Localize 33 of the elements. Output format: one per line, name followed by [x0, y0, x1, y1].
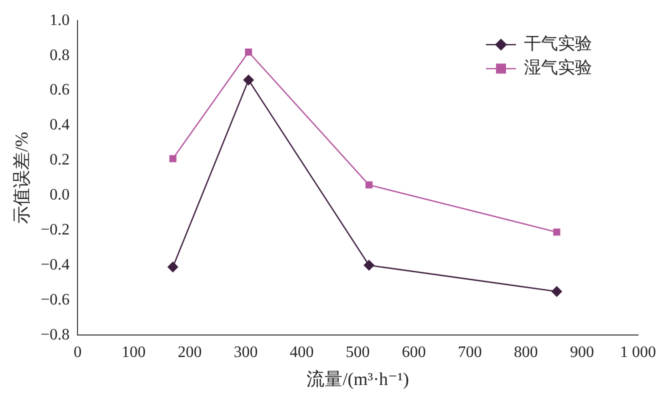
point [551, 286, 562, 298]
point [243, 74, 254, 86]
y-tick-label: −0.2 [40, 222, 70, 239]
y-tick-label: −0.8 [40, 326, 70, 344]
y-tick-label: 0.2 [50, 152, 70, 169]
point [169, 155, 176, 162]
x-tick-label: 200 [178, 344, 202, 362]
point [364, 260, 375, 271]
point [553, 228, 560, 236]
x-tick-label: 1 000 [620, 344, 656, 362]
y-tick-label: 1.0 [50, 12, 70, 29]
y-tick-label: −0.6 [40, 291, 70, 308]
y-tick-label: 0.4 [50, 116, 70, 134]
x-tick-label: 900 [570, 344, 594, 362]
x-tick-label: 500 [346, 344, 370, 362]
y-tick-label: 0.6 [50, 82, 70, 99]
y-tick-label: 0.8 [50, 46, 70, 64]
x-tick-label: 300 [234, 344, 258, 362]
y-tick-label: −0.4 [40, 256, 70, 274]
point [167, 262, 178, 273]
y-tick-label: 0.0 [50, 186, 70, 204]
legend-label: 干气实验 [524, 34, 592, 54]
point [245, 48, 252, 56]
x-tick-label: 100 [122, 344, 146, 362]
x-tick-label: 400 [290, 344, 314, 362]
y-axis-title: 示值误差/% [12, 132, 32, 224]
x-tick-label: 0 [74, 344, 82, 362]
x-axis-title: 流量/(m³·h⁻¹) [306, 368, 409, 389]
x-tick-label: 600 [402, 344, 426, 362]
point [365, 181, 373, 188]
x-tick-label: 800 [514, 344, 538, 362]
x-tick-label: 700 [458, 344, 482, 362]
legend-label: 湿气实验 [524, 58, 592, 78]
